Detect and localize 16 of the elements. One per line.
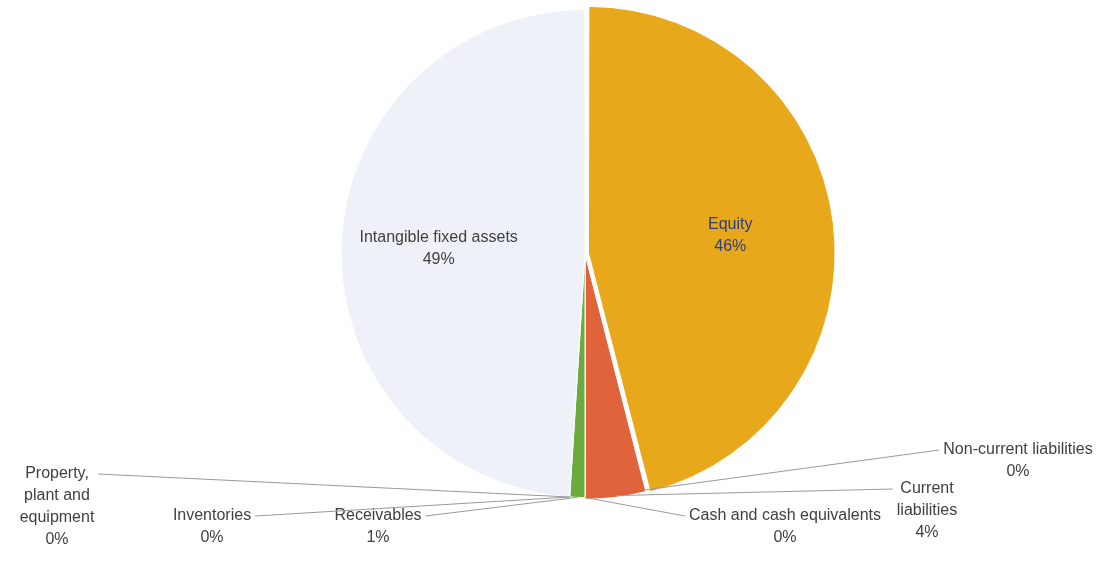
text: 0%	[1006, 462, 1030, 480]
slice-label: Current liabilities	[896, 479, 958, 519]
data-label: 4%	[915, 523, 939, 541]
data-label: 46%	[714, 236, 747, 254]
slice-label: Receivables	[334, 506, 422, 524]
category-label: Property, plant and equipment	[19, 464, 95, 526]
text: 0%	[200, 528, 224, 546]
text: 0%	[45, 530, 69, 548]
data-label: 1%	[366, 528, 390, 546]
category-label: Cash and cash equivalents	[688, 506, 882, 524]
text: 0%	[773, 528, 797, 546]
slice-label: Equity	[708, 214, 753, 232]
category-label: Non-current liabilities	[943, 440, 1093, 458]
category-label: Inventories	[172, 506, 252, 524]
slice-label: Intangible fixed assets	[359, 228, 518, 246]
data-label: 49%	[422, 250, 455, 268]
